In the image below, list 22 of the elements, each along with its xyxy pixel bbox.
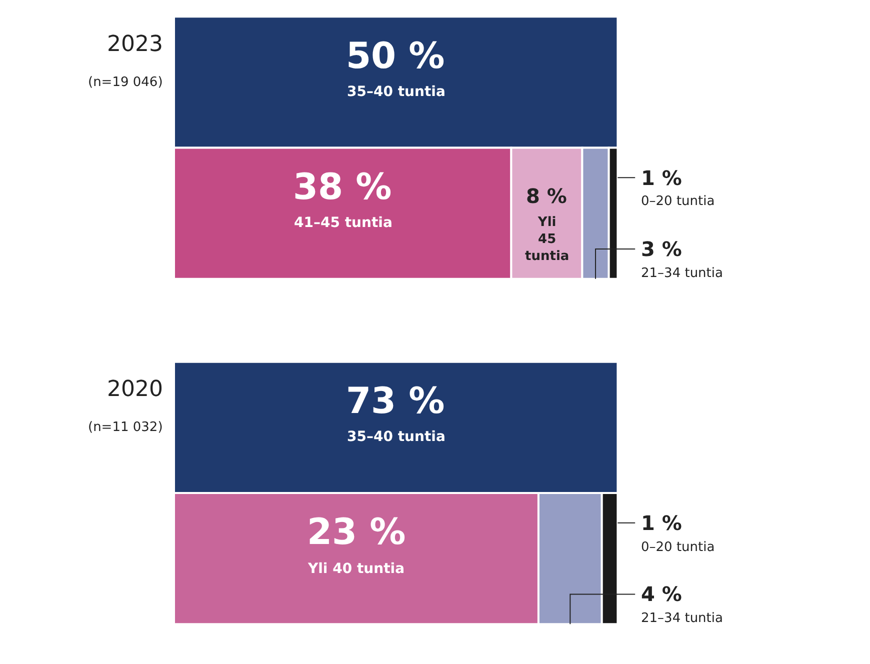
data-label: 73 % <box>346 381 445 422</box>
text: 2020 <box>107 377 163 402</box>
text: (n=19 046) <box>88 75 163 90</box>
data-label: 23 % <box>307 512 406 553</box>
data-label: 1 % <box>641 511 682 535</box>
data-label: 3 % <box>641 237 682 261</box>
data-label: 1 % <box>641 166 682 190</box>
category-label: 41–45 tuntia <box>294 215 392 231</box>
text: (n=11 032) <box>88 420 163 435</box>
category-label: Yli 40 tuntia <box>307 561 405 577</box>
category-label: 21–34 tuntia <box>641 266 723 281</box>
data-label: 50 % <box>346 36 445 77</box>
category-label: 35–40 tuntia <box>347 429 446 445</box>
category-label: 0–20 tuntia <box>641 540 715 555</box>
category-label: 35–40 tuntia <box>347 84 446 100</box>
category-label: 0–20 tuntia <box>641 194 715 209</box>
data-label: 4 % <box>641 582 682 606</box>
category-label: 21–34 tuntia <box>641 611 723 626</box>
data-label: 8 % <box>526 184 567 208</box>
data-label: 38 % <box>293 167 392 208</box>
text: 2023 <box>107 32 163 57</box>
category-label: Yli 45 tuntia <box>525 215 570 264</box>
